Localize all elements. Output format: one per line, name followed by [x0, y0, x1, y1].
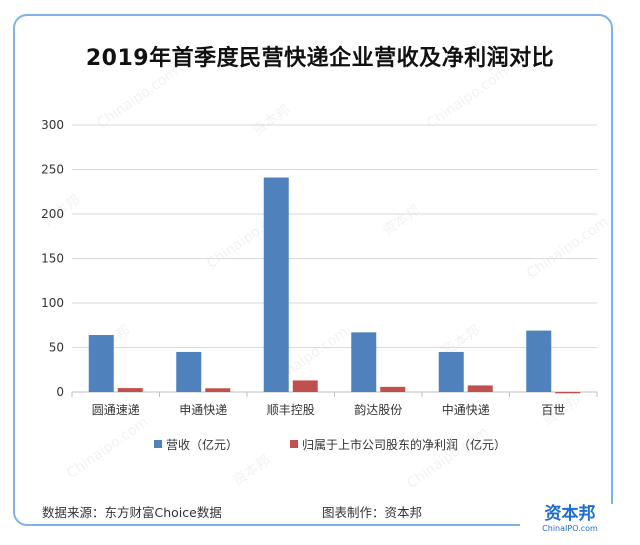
bar-net-profit	[117, 388, 143, 392]
y-tick-label: 250	[41, 163, 64, 177]
bar-revenue	[438, 351, 464, 392]
x-tick-label: 顺丰控股	[267, 403, 315, 417]
y-tick-label: 0	[56, 385, 64, 399]
brand-logo: 资本邦 ChinaIPO.com	[520, 504, 620, 540]
y-tick-label: 200	[41, 207, 64, 221]
legend-label: 归属于上市公司股东的净利润（亿元）	[302, 437, 506, 452]
bar-revenue	[176, 351, 202, 392]
x-tick-label: 韵达股份	[354, 402, 402, 417]
bar-net-profit	[292, 380, 318, 392]
bar-net-profit	[555, 392, 581, 394]
bar-net-profit	[467, 385, 493, 392]
x-tick-label: 中通快递	[442, 402, 490, 417]
legend-swatch	[154, 440, 162, 448]
bar-net-profit	[205, 388, 231, 392]
logo-text: 资本邦	[544, 504, 596, 524]
legend-swatch	[290, 440, 298, 448]
y-tick-label: 100	[41, 296, 64, 310]
logo-subtext: ChinaIPO.com	[542, 524, 598, 533]
bar-revenue	[263, 177, 289, 392]
y-tick-label: 300	[41, 118, 64, 132]
chart-card	[13, 14, 613, 526]
legend-label: 营收（亿元）	[166, 437, 238, 452]
bar-revenue	[351, 332, 377, 392]
bar-net-profit	[380, 386, 406, 392]
chart-title: 2019年首季度民营快递企业营收及净利润对比	[85, 46, 555, 71]
y-tick-label: 150	[41, 252, 64, 266]
bar-revenue	[526, 330, 552, 392]
x-tick-label: 申通快递	[179, 403, 227, 417]
x-tick-label: 圆通速递	[92, 403, 140, 417]
chart-credit-note: 图表制作：资本邦	[322, 505, 423, 520]
data-source-note: 数据来源：东方财富Choice数据	[42, 505, 222, 520]
x-tick-label: 百世	[541, 403, 565, 417]
bar-revenue	[88, 335, 114, 392]
y-tick-label: 50	[49, 341, 64, 355]
